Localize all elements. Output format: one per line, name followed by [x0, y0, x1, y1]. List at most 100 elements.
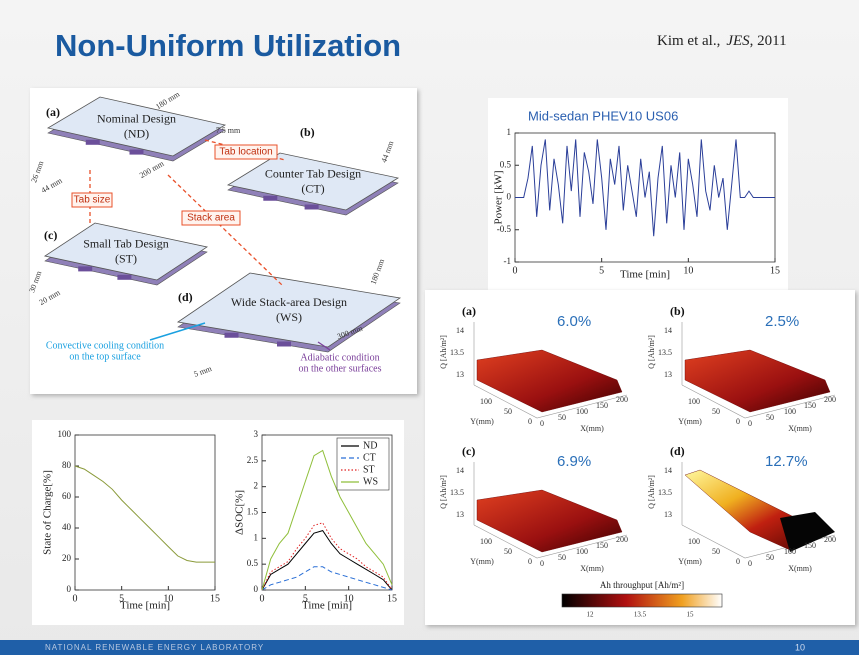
note-adiabatic: Adiabatic condition	[300, 352, 379, 363]
colorbar-tick-label: 15	[687, 611, 695, 619]
colorbar-tick-label: 13.5	[634, 611, 647, 619]
y-tick-label: 40	[62, 522, 72, 532]
x-tick-label: 150	[804, 541, 816, 550]
z-axis-label: Q [Ah/m²]	[439, 475, 448, 509]
plate-name: Wide Stack-area Design	[231, 295, 347, 309]
callout-label: Tab location	[219, 147, 272, 158]
y-tick-label: 0	[736, 417, 740, 426]
x-tick-label: 100	[784, 407, 796, 416]
x-tick-label: 100	[576, 407, 588, 416]
panel-tag: (c)	[462, 444, 475, 458]
y-axis-label: ΔSOC[%]	[234, 490, 246, 535]
plate-abbr: (ST)	[115, 251, 137, 265]
z-tick-label: 13	[664, 510, 672, 519]
y-tick-label: 0	[254, 584, 259, 594]
series-line	[261, 522, 393, 591]
z-tick-label: 13	[664, 370, 672, 379]
plate-abbr: (CT)	[301, 181, 324, 195]
plot-frame	[74, 434, 216, 591]
y-tick-label: 0.5	[247, 558, 259, 568]
y-tick-label: 80	[62, 460, 72, 470]
z-tick-label: 14	[664, 466, 672, 475]
chart-title: Mid-sedan PHEV10 US06	[528, 108, 678, 123]
y-tick-label: 3	[254, 429, 259, 439]
y-tick-label: 50	[712, 547, 720, 556]
y-tick-label: 20	[62, 553, 72, 563]
x-tick-label: 10	[683, 265, 693, 276]
tab	[78, 266, 93, 272]
plate-tag: (c)	[44, 228, 57, 242]
series-line	[261, 566, 393, 591]
z-axis-label: Q [Ah/m²]	[439, 335, 448, 369]
y-tick-label: 50	[504, 547, 512, 556]
callout-label: Stack area	[187, 213, 235, 224]
y-tick-label: -0.5	[497, 224, 512, 234]
surface	[684, 349, 831, 413]
x-tick-label: 200	[824, 535, 836, 544]
plate-tag: (b)	[300, 125, 315, 139]
y-tick-label: 0.5	[500, 159, 512, 169]
note-pointer	[149, 322, 206, 341]
axis-line	[473, 524, 628, 559]
tab	[277, 341, 291, 347]
y-tick-label: 50	[504, 407, 512, 416]
x-tick-label: 150	[804, 401, 816, 410]
surface	[476, 489, 623, 553]
citation-journal: JES	[726, 33, 750, 49]
panel-tag: (b)	[670, 304, 685, 318]
colorbar-tick-label: 12	[587, 611, 595, 619]
page-number: 10	[795, 642, 805, 652]
y-axis-label: Power [kW]	[493, 170, 505, 224]
plate-abbr: (ND)	[124, 126, 149, 140]
x-axis-label: Time [min]	[620, 269, 670, 281]
z-axis-label: Q [Ah/m²]	[647, 335, 656, 369]
tab	[85, 139, 100, 145]
x-axis-label: X(mm)	[580, 424, 604, 433]
series-line	[261, 449, 393, 591]
citation: Kim et al., JES, 2011	[657, 33, 787, 49]
x-tick-label: 0	[540, 419, 544, 428]
tab	[304, 204, 319, 210]
tab	[263, 195, 278, 201]
x-tick-label: 0	[748, 559, 752, 568]
plate	[43, 222, 209, 281]
y-tick-label: 0	[528, 417, 532, 426]
axis-line	[473, 384, 628, 419]
y-tick-label: 0	[736, 557, 740, 566]
y-tick-label: 50	[712, 407, 720, 416]
z-tick-label: 13.5	[450, 488, 464, 497]
y-tick-label: 0	[507, 192, 512, 202]
y-tick-label: 100	[480, 537, 492, 546]
x-tick-label: 0	[540, 559, 544, 568]
y-tick-label: 1.5	[247, 507, 259, 517]
series-line	[261, 530, 393, 591]
y-tick-label: 0	[67, 584, 72, 594]
legend-label: ND	[363, 440, 377, 451]
x-tick-label: 50	[766, 553, 774, 562]
x-axis-label: Time [min]	[302, 600, 352, 612]
note-adiabatic: on the other surfaces	[298, 363, 381, 374]
y-axis-label: State of Charge[%]	[42, 470, 54, 555]
x-tick-label: 150	[596, 541, 608, 550]
panel-tag: (d)	[670, 444, 685, 458]
x-tick-label: 15	[770, 265, 780, 276]
panel-percent: 6.0%	[557, 313, 591, 330]
callout-box	[181, 210, 241, 226]
y-tick-label: 1	[254, 532, 259, 542]
tab	[117, 274, 132, 280]
x-tick-label: 100	[784, 547, 796, 556]
plate-tag: (d)	[178, 290, 193, 304]
z-tick-label: 14	[664, 326, 672, 335]
panel-tag: (a)	[462, 304, 476, 318]
citation-authors: Kim et al.,	[657, 33, 720, 49]
x-tick-label: 200	[616, 535, 628, 544]
plate	[176, 272, 402, 348]
callout-box	[71, 192, 113, 208]
slide-title: Non-Uniform Utilization	[55, 28, 401, 63]
x-tick-label: 5	[119, 593, 124, 604]
y-tick-label: -1	[504, 256, 512, 266]
dimension-label: 7.5 mm	[216, 126, 241, 135]
x-tick-label: 0	[513, 265, 518, 276]
x-tick-label: 0	[73, 593, 78, 604]
